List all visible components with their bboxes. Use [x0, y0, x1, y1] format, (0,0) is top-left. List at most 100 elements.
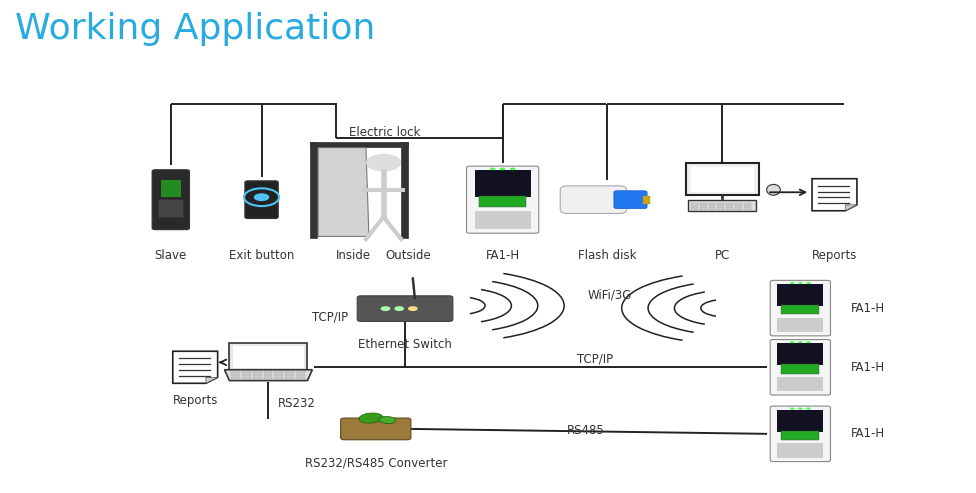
Bar — [709, 207, 715, 210]
Text: PC: PC — [714, 249, 730, 262]
Circle shape — [366, 154, 401, 172]
Bar — [474, 211, 531, 229]
Bar — [242, 377, 251, 379]
Text: WiFi/3G: WiFi/3G — [588, 288, 632, 301]
Bar — [744, 203, 751, 206]
Bar — [242, 371, 251, 373]
Text: TCP/IP: TCP/IP — [312, 311, 348, 323]
Bar — [744, 207, 751, 210]
Circle shape — [806, 282, 811, 284]
Polygon shape — [845, 205, 857, 211]
Bar — [781, 364, 820, 374]
Circle shape — [790, 408, 794, 410]
Bar — [709, 203, 715, 206]
Polygon shape — [812, 179, 857, 211]
Bar — [296, 374, 305, 376]
Circle shape — [408, 306, 418, 311]
Bar — [474, 170, 531, 197]
Polygon shape — [173, 351, 218, 384]
Ellipse shape — [379, 417, 396, 423]
Bar — [274, 377, 283, 379]
Bar — [643, 196, 650, 204]
Circle shape — [381, 306, 390, 311]
Bar — [781, 305, 820, 315]
Bar — [735, 203, 742, 206]
Bar — [285, 371, 294, 373]
Text: Ethernet Switch: Ethernet Switch — [358, 338, 452, 351]
Bar — [264, 377, 272, 379]
Bar — [310, 142, 317, 238]
Text: FA1-H: FA1-H — [486, 249, 519, 262]
Text: Exit button: Exit button — [229, 249, 294, 262]
Bar — [231, 377, 240, 379]
Circle shape — [394, 306, 404, 311]
Bar — [778, 443, 823, 458]
Bar — [691, 203, 698, 206]
Circle shape — [806, 408, 811, 410]
Circle shape — [500, 168, 506, 170]
Text: Reports: Reports — [173, 394, 218, 407]
Bar — [700, 207, 707, 210]
Text: Outside: Outside — [386, 249, 430, 262]
Bar — [717, 203, 724, 206]
Bar — [781, 431, 820, 440]
FancyBboxPatch shape — [770, 406, 831, 461]
Bar — [691, 207, 698, 210]
Circle shape — [798, 341, 802, 343]
Bar — [310, 142, 408, 147]
Bar — [231, 374, 240, 376]
Text: RS485: RS485 — [567, 424, 604, 437]
Text: Reports: Reports — [812, 249, 857, 262]
Bar — [479, 196, 526, 208]
FancyBboxPatch shape — [341, 418, 411, 440]
Text: FA1-H: FA1-H — [851, 427, 885, 440]
Text: FA1-H: FA1-H — [851, 302, 885, 315]
Bar — [778, 410, 823, 432]
FancyBboxPatch shape — [152, 170, 189, 230]
FancyBboxPatch shape — [770, 340, 831, 395]
Circle shape — [790, 341, 794, 343]
FancyBboxPatch shape — [467, 166, 539, 233]
Ellipse shape — [359, 413, 383, 423]
Bar — [229, 343, 307, 370]
Text: Working Application: Working Application — [15, 12, 375, 46]
Bar — [253, 371, 262, 373]
Bar — [242, 374, 251, 376]
Circle shape — [509, 168, 515, 170]
Bar — [778, 343, 823, 365]
Text: FA1-H: FA1-H — [851, 361, 885, 374]
Bar — [688, 200, 756, 211]
Bar — [726, 203, 733, 206]
Ellipse shape — [767, 184, 781, 195]
Bar — [726, 207, 733, 210]
Text: Flash disk: Flash disk — [578, 249, 636, 262]
Bar — [253, 377, 262, 379]
Bar — [233, 346, 304, 368]
Bar — [401, 142, 408, 238]
Polygon shape — [224, 370, 312, 381]
Circle shape — [490, 168, 496, 170]
Bar — [264, 374, 272, 376]
FancyBboxPatch shape — [614, 191, 647, 209]
Polygon shape — [318, 148, 369, 237]
Bar — [691, 167, 753, 192]
Text: RS232: RS232 — [278, 397, 316, 410]
Bar — [274, 374, 283, 376]
Bar — [735, 207, 742, 210]
Text: RS232/RS485 Converter: RS232/RS485 Converter — [305, 456, 447, 469]
Bar — [296, 377, 305, 379]
Bar — [231, 371, 240, 373]
Bar — [285, 377, 294, 379]
Bar — [717, 207, 724, 210]
Circle shape — [798, 282, 802, 284]
Bar — [700, 203, 707, 206]
Bar — [778, 377, 823, 391]
FancyBboxPatch shape — [245, 181, 278, 218]
Bar — [285, 374, 294, 376]
Bar — [685, 163, 759, 195]
Bar — [264, 371, 272, 373]
Bar — [253, 374, 262, 376]
Bar — [274, 371, 283, 373]
Text: Slave: Slave — [154, 249, 187, 262]
Bar — [159, 200, 183, 217]
